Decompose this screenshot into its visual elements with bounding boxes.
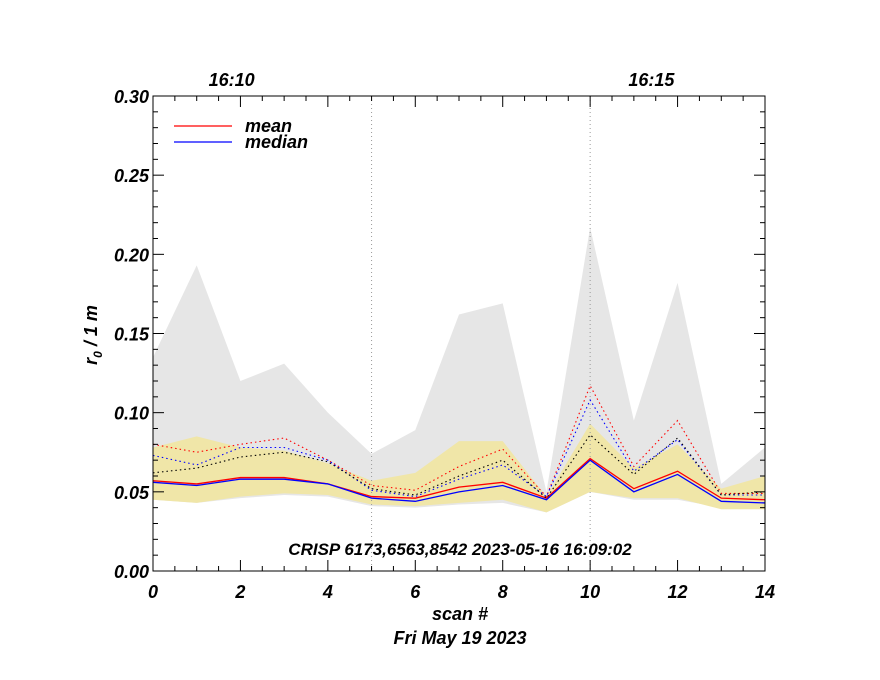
legend-label-median: median xyxy=(245,132,308,152)
x-tick-label: 14 xyxy=(755,582,775,602)
y-tick-label: 0.20 xyxy=(114,245,149,265)
x-tick-label: 12 xyxy=(668,582,688,602)
y-axis-title-rest: / 1 m xyxy=(81,305,101,351)
series-line-mean-upper xyxy=(152,384,765,498)
series-line-median xyxy=(152,459,766,504)
y-axis-title-subscript: 0 xyxy=(91,351,105,358)
band-range xyxy=(153,227,765,513)
y-tick-label: 0.30 xyxy=(114,87,149,107)
series-lines xyxy=(152,384,766,504)
date-label: Fri May 19 2023 xyxy=(393,628,526,648)
plot-frame xyxy=(152,95,766,572)
series-line-black-dotted xyxy=(152,434,766,499)
time-marker-label: 16:10 xyxy=(209,70,255,90)
x-tick-label: 2 xyxy=(234,582,245,602)
y-tick-label: 0.10 xyxy=(114,404,149,424)
y-tick-label: 0.15 xyxy=(114,325,150,345)
chart-annotation: CRISP 6173,6563,8542 2023-05-16 16:09:02 xyxy=(288,540,632,559)
time-marker-label: 16:15 xyxy=(628,70,675,90)
bands-layer xyxy=(153,227,765,513)
x-axis-title: scan # xyxy=(432,604,488,624)
tick-labels: 0 2 4 6 8 10 12 14 0.00 0.05 0.10 0.15 0.20 0.25 0.30 1… xyxy=(114,70,775,602)
x-tick-label: 8 xyxy=(498,582,508,602)
x-tick-label: 4 xyxy=(322,582,333,602)
y-tick-label: 0.25 xyxy=(114,166,150,186)
y-axis-title-main: r xyxy=(81,357,101,365)
series-line-median-upper xyxy=(152,398,765,498)
series-line-mean xyxy=(152,457,766,501)
svg-text:r0 / 1 m: r0 / 1 m xyxy=(81,305,105,365)
y-tick-label: 0.00 xyxy=(114,562,149,582)
y-axis-title: r0 / 1 m xyxy=(81,305,105,365)
x-tick-label: 0 xyxy=(148,582,158,602)
x-tick-label: 6 xyxy=(410,582,421,602)
x-tick-label: 10 xyxy=(580,582,600,602)
y-tick-label: 0.05 xyxy=(114,483,150,503)
band-spread xyxy=(153,423,765,513)
legend-label-mean: mean xyxy=(245,116,292,136)
